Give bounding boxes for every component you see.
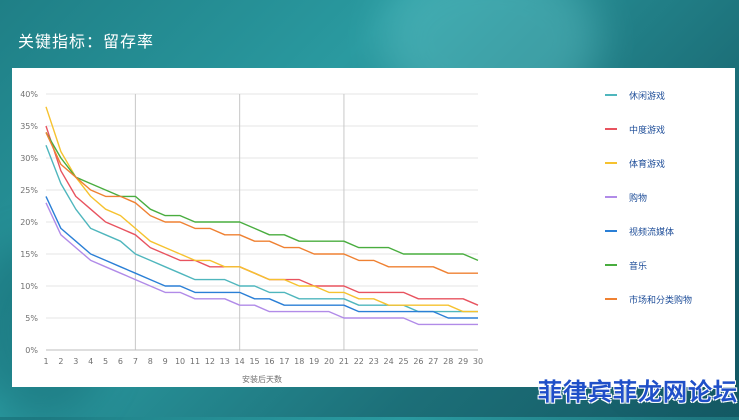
- legend-item: 音乐: [605, 258, 647, 272]
- x-tick-label: 1: [43, 357, 48, 366]
- slide-title: 关键指标：留存率: [18, 32, 155, 51]
- x-tick-label: 28: [443, 357, 453, 366]
- x-tick-label: 13: [220, 357, 230, 366]
- chart-panel: 0% 5% 10% 15% 20% 25% 30% 35% 40% 1 2 3 4 5 6 7 8 9 10 11 12…: [12, 68, 605, 387]
- x-tick-label: 20: [324, 357, 334, 366]
- x-tick-label: 18: [294, 357, 304, 366]
- x-tick-label: 2: [58, 357, 63, 366]
- x-tick-label: 12: [205, 357, 215, 366]
- legend-swatch: [605, 264, 617, 266]
- legend-label: 购物: [629, 193, 648, 204]
- x-tick-label: 4: [88, 357, 93, 366]
- legend-swatch: [605, 94, 617, 96]
- legend-label: 体育游戏: [629, 159, 666, 170]
- series-line: [45, 196, 478, 319]
- series-line: [45, 144, 478, 313]
- x-tick-label: 8: [148, 357, 153, 366]
- x-tick-label: 25: [398, 357, 408, 366]
- series-line: [45, 132, 479, 262]
- y-tick-label: 40%: [20, 90, 38, 99]
- x-axis-label: 安装后天数: [242, 374, 282, 384]
- legend-item: 体育游戏: [605, 156, 665, 170]
- x-tick-label: 29: [458, 357, 468, 366]
- y-tick-label: 20%: [20, 218, 38, 227]
- y-tick-label: 5%: [25, 314, 38, 323]
- x-tick-label: 16: [264, 357, 274, 366]
- legend-item: 市场和分类购物: [605, 292, 692, 306]
- retention-line-chart: 0%5%10%15%20%25%30%35%40%1 2 3 4 5 6 7 8 9 10 11 12…: [20, 90, 483, 384]
- x-tick-label: 14: [235, 357, 245, 366]
- x-tick-label: 30: [473, 357, 483, 366]
- legend-label: 视频流媒体: [629, 227, 675, 238]
- x-tick-label: 22: [354, 357, 364, 366]
- x-tick-label: 23: [369, 357, 379, 366]
- x-tick-label: 9: [163, 357, 168, 366]
- series-line: [45, 202, 478, 326]
- x-tick-label: 7: [133, 357, 138, 366]
- x-tick-label: 3: [73, 357, 78, 366]
- legend-item: 视频流媒体: [605, 224, 674, 238]
- y-tick-label: 0%: [25, 346, 38, 355]
- legend-item: 休闲游戏: [605, 88, 665, 102]
- legend-swatch: [605, 298, 617, 300]
- x-tick-label: 27: [428, 357, 438, 366]
- legend-label: 市场和分类购物: [629, 295, 693, 306]
- chart-legend: 休闲游戏中度游戏体育游戏购物视频流媒体音乐市场和分类购物: [605, 68, 735, 387]
- series-line: [45, 125, 479, 306]
- legend-item: 中度游戏: [605, 122, 665, 136]
- x-tick-label: 15: [249, 357, 259, 366]
- legend-swatch: [605, 196, 617, 198]
- legend-swatch: [605, 230, 617, 232]
- legend-swatch: [605, 162, 617, 164]
- legend-label: 中度游戏: [629, 125, 666, 136]
- x-tick-label: 11: [190, 357, 200, 366]
- x-tick-label: 6: [118, 357, 123, 366]
- x-tick-label: 5: [103, 357, 108, 366]
- legend-label: 音乐: [629, 261, 648, 272]
- x-tick-label: 10: [175, 357, 185, 366]
- y-tick-label: 10%: [20, 282, 38, 291]
- x-tick-label: 26: [413, 357, 423, 366]
- y-tick-label: 35%: [20, 122, 38, 131]
- watermark-text: 菲律宾菲龙网论坛: [538, 378, 738, 406]
- legend-label: 休闲游戏: [629, 91, 666, 102]
- x-tick-label: 24: [384, 357, 394, 366]
- x-tick-label: 21: [339, 357, 349, 366]
- series-line: [45, 132, 478, 274]
- x-tick-label: 19: [309, 357, 319, 366]
- legend-item: 购物: [605, 190, 647, 204]
- legend-swatch: [605, 128, 617, 130]
- x-tick-label: 17: [279, 357, 289, 366]
- y-tick-label: 30%: [20, 154, 38, 163]
- series-line: [45, 106, 478, 313]
- y-tick-label: 25%: [20, 186, 38, 195]
- y-tick-label: 15%: [20, 250, 38, 259]
